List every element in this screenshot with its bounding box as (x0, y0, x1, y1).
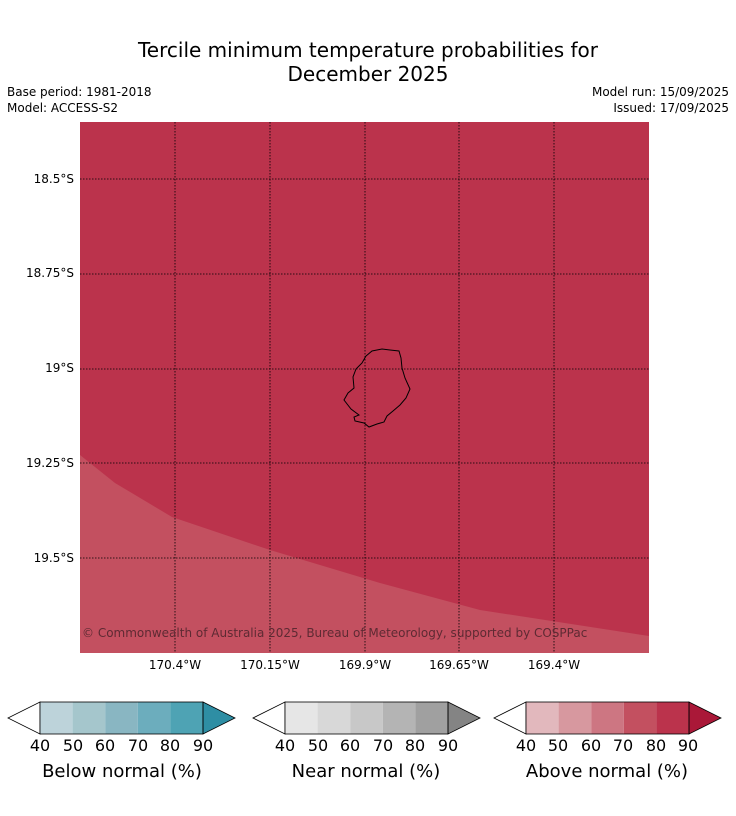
cbar-above-extend-low (493, 701, 527, 735)
lon-label: 170.15°W (240, 658, 300, 672)
cbar-above-segment (656, 702, 689, 734)
lat-label: 19.5°S (33, 551, 74, 565)
cbar-below-tick: 60 (94, 736, 116, 755)
cbar-above-segment (526, 702, 559, 734)
cbar-below-tick: 90 (192, 736, 214, 755)
cbar-near-segment (415, 702, 448, 734)
cbar-above-tick: 50 (547, 736, 569, 755)
cbar-near-tick: 60 (339, 736, 361, 755)
cbar-below-segment (105, 702, 138, 734)
model-run: Model run: 15/09/2025 (591, 85, 729, 99)
base-period: Base period: 1981-2018 (7, 85, 152, 99)
cbar-near-tick: 70 (372, 736, 394, 755)
cbar-near-tick: 80 (404, 736, 426, 755)
cbar-near-extend-high (447, 701, 481, 735)
cbar-near-extend-low (252, 701, 286, 735)
cbar-above-segment (558, 702, 592, 734)
cbar-below-extend-high (202, 701, 236, 735)
map-panel (80, 122, 649, 653)
graticule (80, 122, 649, 653)
cbar-below-tick: 80 (159, 736, 181, 755)
cbar-near-label: Near normal (%) (291, 761, 441, 782)
niue-island-outline (343, 348, 411, 428)
lat-label: 19.25°S (26, 456, 74, 470)
cbar-below-tick: 40 (29, 736, 51, 755)
title-line-1: Tercile minimum temperature probabilitie… (137, 38, 599, 62)
cbar-above-tick: 60 (580, 736, 602, 755)
cbar-below-border (39, 701, 204, 735)
lon-label: 169.65°W (429, 658, 489, 672)
cbar-near-tick: 90 (437, 736, 459, 755)
issued-date: Issued: 17/09/2025 (613, 101, 729, 115)
meta-right: Model run: 15/09/2025 Issued: 17/09/2025 (592, 84, 729, 116)
cbar-below-segment (72, 702, 106, 734)
map-title: Tercile minimum temperature probabilitie… (0, 38, 736, 86)
cbar-above-tick: 40 (515, 736, 537, 755)
cbar-above-tick: 90 (677, 736, 699, 755)
title-line-2: December 2025 (287, 62, 449, 86)
cbar-near-border (284, 701, 449, 735)
cbar-above-label: Above normal (%) (525, 761, 689, 782)
cbar-above-segment (623, 702, 657, 734)
cbar-above-tick: 70 (612, 736, 634, 755)
cbar-above-segment (591, 702, 624, 734)
model-name: Model: ACCESS-S2 (7, 101, 119, 115)
cbar-below-label: Below normal (%) (42, 761, 202, 782)
cbar-near-tick: 40 (274, 736, 296, 755)
probability-area-80 (80, 455, 649, 653)
cbar-near-segment (285, 702, 318, 734)
lat-label: 18.75°S (26, 266, 74, 280)
meta-left: Base period: 1981-2018 Model: ACCESS-S2 (7, 84, 152, 116)
lat-label: 19°S (45, 361, 74, 375)
cbar-below-tick: 50 (62, 736, 84, 755)
cbar-below-extend-low (7, 701, 41, 735)
lon-label: 170.4°W (148, 658, 202, 672)
copyright-notice: © Commonwealth of Australia 2025, Bureau… (82, 626, 588, 640)
lon-label: 169.9°W (338, 658, 392, 672)
cbar-below-tick: 70 (127, 736, 149, 755)
cbar-above-border (525, 701, 690, 735)
cbar-near-segment (350, 702, 383, 734)
lat-label: 18.5°S (33, 172, 74, 186)
cbar-near-segment (382, 702, 416, 734)
cbar-below-segment (170, 702, 203, 734)
cbar-above-extend-high (688, 701, 722, 735)
cbar-below-segment (137, 702, 171, 734)
cbar-below-segment (40, 702, 73, 734)
lon-label: 169.4°W (527, 658, 581, 672)
cbar-above-tick: 80 (645, 736, 667, 755)
cbar-near-segment (317, 702, 351, 734)
cbar-near-tick: 50 (307, 736, 329, 755)
